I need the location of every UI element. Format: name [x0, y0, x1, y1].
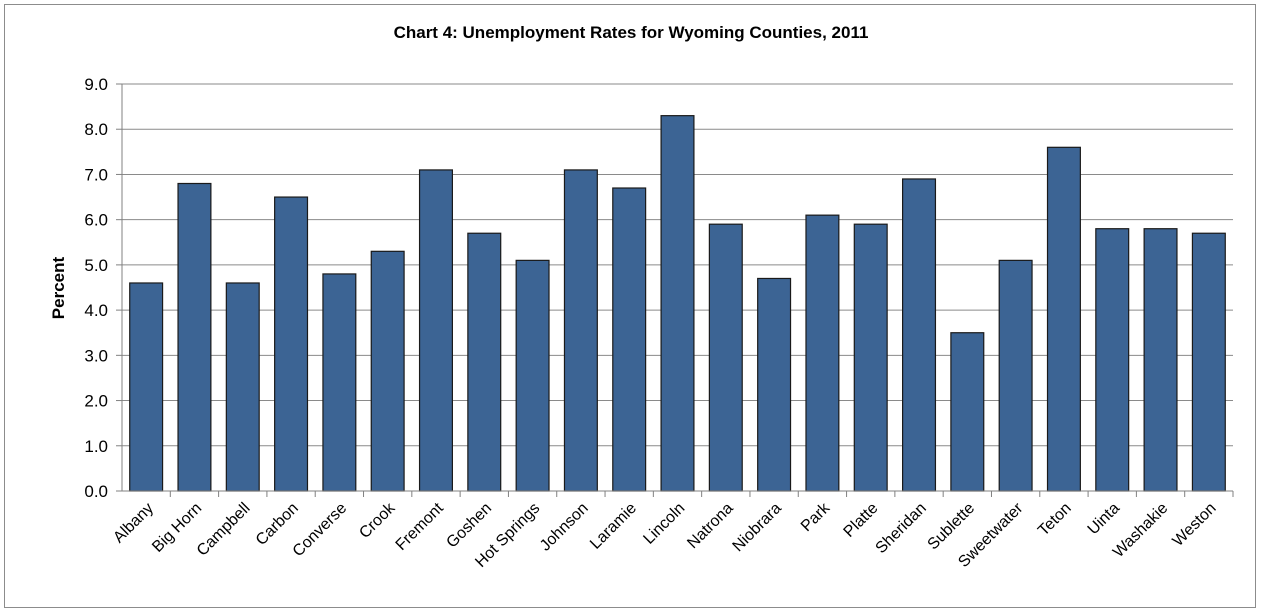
bar-crook [370, 250, 405, 492]
bar-sweetwater [998, 259, 1033, 492]
x-tick-label: Teton [1035, 500, 1075, 540]
y-tick-label: 0.0 [84, 482, 108, 501]
bar-teton [1046, 146, 1081, 492]
bar-niobrara [757, 277, 792, 492]
bar-goshen [467, 232, 502, 492]
y-tick-label: 7.0 [84, 165, 108, 184]
y-axis-title: Percent [49, 256, 68, 319]
y-tick-labels: 0.0 1.0 2.0 3.0 4.0 5.0 6.0 7.0 8.0 9.0 [84, 75, 108, 501]
bar-washakie [1143, 228, 1178, 492]
x-tick-label: Niobrara [730, 500, 785, 555]
x-tick-label: Campbell [194, 500, 254, 560]
y-tick-label: 8.0 [84, 120, 108, 139]
x-tick-label: Albany [110, 500, 157, 547]
bar-converse [322, 273, 357, 492]
y-tick-label: 2.0 [84, 392, 108, 411]
y-tick-label: 1.0 [84, 437, 108, 456]
y-tick-label: 4.0 [84, 301, 108, 320]
chart-title: Chart 4: Unemployment Rates for Wyoming … [393, 23, 869, 42]
bar-platte [853, 223, 888, 492]
bar-campbell [225, 282, 260, 492]
axes [116, 83, 1234, 497]
bar-fremont [418, 169, 454, 492]
x-tick-label: Crook [356, 499, 399, 542]
y-tick-label: 9.0 [84, 75, 108, 94]
bar-lincoln [660, 115, 695, 492]
bar-uinta [1095, 228, 1130, 492]
bar-big-horn [177, 182, 212, 492]
x-tick-label: Lincoln [640, 500, 688, 548]
x-tick-label: Laramie [587, 500, 640, 553]
x-tick-label: Weston [1170, 500, 1220, 550]
bar-albany [129, 282, 164, 492]
x-tick-label: Park [798, 499, 834, 535]
x-tick-label: Johnson [537, 500, 592, 555]
y-tick-label: 6.0 [84, 211, 108, 230]
bar-laramie [612, 187, 647, 492]
x-tick-label: Sheridan [873, 500, 930, 557]
bar-carbon [274, 196, 309, 492]
bars [129, 115, 1226, 492]
y-tick-label: 5.0 [84, 256, 108, 275]
x-tick-label: Fremont [393, 499, 448, 554]
bar-natrona [708, 223, 743, 492]
bar-weston [1191, 232, 1226, 492]
bar-park [805, 214, 840, 492]
bar-johnson [563, 169, 598, 492]
bar-sheridan [901, 178, 937, 492]
x-tick-label: Carbon [253, 500, 302, 549]
x-tick-label: Platte [841, 500, 882, 541]
y-tick-label: 3.0 [84, 346, 108, 365]
bar-sublette [950, 332, 985, 492]
x-tick-label: Natrona [684, 500, 736, 552]
x-tick-label: Uinta [1085, 500, 1124, 539]
bar-hot-springs [515, 259, 550, 492]
